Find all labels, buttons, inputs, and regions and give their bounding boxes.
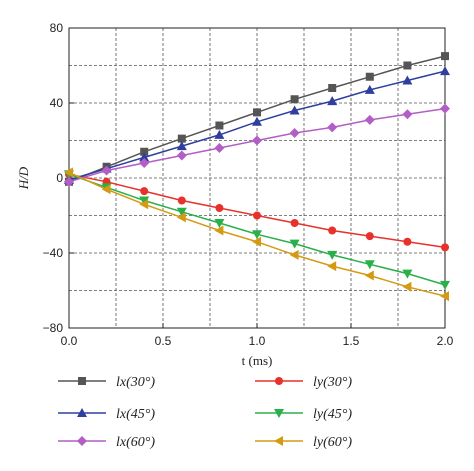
x-tick-label: 1.5	[343, 334, 360, 348]
data-point	[289, 105, 300, 115]
data-point	[327, 122, 338, 133]
y-tick-label: 40	[50, 96, 64, 110]
data-point	[290, 95, 299, 104]
legend-item: lx(45°)	[58, 407, 155, 422]
data-point	[64, 176, 74, 187]
data-point	[328, 226, 337, 235]
y-tick-label: −80	[43, 321, 64, 335]
data-point	[403, 237, 412, 246]
data-point	[140, 147, 149, 156]
legend-marker	[77, 408, 87, 417]
data-point	[101, 165, 112, 176]
y-axis-label: H/D	[16, 166, 31, 190]
data-point	[215, 121, 224, 130]
data-point	[177, 196, 186, 205]
legend-marker	[275, 377, 283, 385]
data-point	[101, 184, 111, 195]
data-point	[441, 52, 449, 61]
legend-label: lx(60°)	[116, 435, 155, 450]
grid	[69, 28, 445, 328]
y-tick-label: −40	[43, 246, 64, 260]
data-point	[402, 109, 413, 120]
y-tick-label: 0	[56, 171, 63, 185]
data-point	[402, 269, 413, 279]
data-point	[252, 135, 262, 146]
data-point	[327, 261, 337, 272]
data-point	[402, 281, 412, 292]
data-point	[327, 250, 338, 260]
data-point	[290, 219, 299, 227]
series-layer	[64, 52, 450, 302]
legend-label: ly(45°)	[313, 407, 352, 422]
data-point	[139, 152, 150, 162]
legend-marker	[77, 436, 87, 446]
data-point	[289, 239, 300, 249]
data-point	[64, 167, 73, 178]
legend-marker	[274, 409, 284, 418]
data-point	[402, 75, 413, 85]
data-point	[364, 270, 374, 281]
data-point	[289, 128, 300, 138]
legend-item: ly(45°)	[255, 407, 352, 422]
data-point	[176, 141, 187, 151]
data-point	[364, 84, 375, 94]
x-axis-label: t (ms)	[242, 353, 273, 368]
legend-marker	[78, 377, 86, 385]
legend-label: ly(60°)	[313, 435, 352, 450]
legend-label: ly(30°)	[313, 375, 352, 390]
data-point	[139, 199, 149, 210]
data-point	[289, 249, 299, 260]
x-tick-label: 0.5	[155, 334, 172, 348]
legend-item: lx(60°)	[58, 435, 155, 450]
data-point	[252, 236, 261, 247]
x-tick-label: 2.0	[437, 334, 454, 348]
data-point	[139, 158, 150, 168]
data-point	[214, 143, 225, 153]
x-tick-label: 1.0	[249, 334, 266, 348]
data-point	[252, 116, 262, 126]
data-point	[214, 225, 224, 236]
data-point	[440, 280, 450, 290]
series-4	[64, 103, 450, 187]
data-point	[139, 196, 150, 206]
legend-item: ly(60°)	[255, 435, 352, 450]
legend-item: ly(30°)	[255, 375, 352, 390]
legend-marker	[274, 436, 283, 446]
legend: lx(30°) ly(30°) lx(45°) ly(45°) lx(60°) ly(60…	[58, 375, 352, 450]
data-point	[214, 219, 225, 228]
tick-labels: 0.0 0.5 1.0 1.5 2.0 80 40 0 −40 −80	[43, 21, 454, 348]
legend-label: lx(45°)	[116, 407, 155, 422]
x-tick-label: 0.0	[61, 334, 78, 348]
data-point	[365, 232, 374, 241]
data-point	[440, 291, 449, 302]
data-point	[253, 108, 261, 117]
legend-label: lx(30°)	[116, 375, 155, 390]
data-point	[440, 66, 450, 76]
data-point	[215, 204, 224, 212]
data-point	[364, 260, 375, 270]
data-point	[403, 61, 412, 70]
data-point	[327, 96, 338, 106]
data-point	[214, 129, 225, 139]
data-point	[176, 207, 187, 217]
data-point	[364, 114, 375, 125]
series-5	[64, 167, 449, 302]
data-point	[440, 103, 450, 114]
data-point	[365, 72, 374, 81]
data-point	[252, 230, 262, 240]
data-point	[328, 84, 337, 92]
y-tick-label: 80	[50, 21, 64, 35]
legend-item: lx(30°)	[58, 375, 155, 390]
data-point	[176, 212, 186, 223]
data-point	[441, 243, 449, 252]
data-point	[140, 187, 149, 196]
data-point	[177, 134, 186, 143]
data-point	[176, 150, 187, 161]
data-point	[253, 211, 261, 220]
